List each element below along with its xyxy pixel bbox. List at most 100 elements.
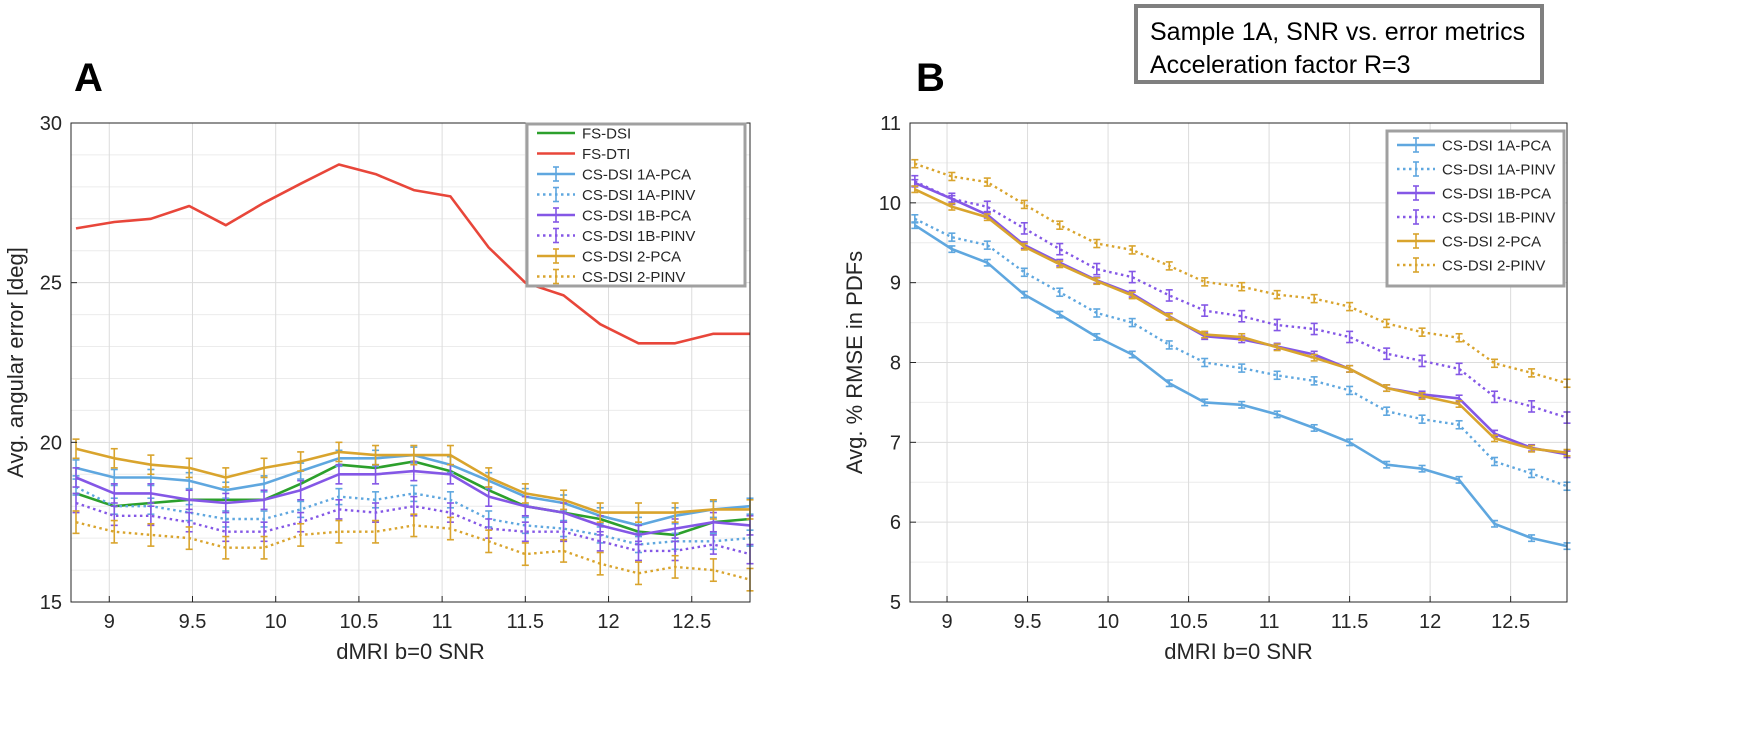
panel-a-errorbar <box>485 529 493 554</box>
panel-b-errorbar <box>1528 400 1536 413</box>
panel-b-errorbar <box>1128 350 1136 359</box>
panel-b-errorbar <box>1418 392 1426 401</box>
panel-b-legend: CS-DSI 1A-PCA CS-DSI 1A-PINV CS-DSI 1B-PCA… <box>1385 129 1566 288</box>
panel-b-errorbar <box>1201 357 1209 368</box>
panel-b-errorbar <box>1310 353 1318 362</box>
panel-a-legend-item: CS-DSI 2-PINV <box>537 268 685 286</box>
panel-a-legend-box <box>525 122 747 288</box>
panel-b-legend-item: CS-DSI 2-PINV <box>1397 257 1545 275</box>
panel-b-legend-label: CS-DSI 1A-PCA <box>1442 138 1551 155</box>
panel-b-errorbar <box>1491 434 1499 443</box>
panel-a-errorbar <box>147 522 155 547</box>
panel-b-label: B <box>916 56 945 100</box>
panel-b-xtick-label: 10 <box>1097 611 1119 633</box>
panel-a-errorbar <box>410 513 418 538</box>
panel-b-errorbar <box>948 171 956 182</box>
panel-a-errorbar <box>297 451 305 472</box>
panel-b-errorbar <box>1273 370 1281 381</box>
panel-b-errorbar <box>1455 419 1463 430</box>
panel-b-errorbar <box>1238 332 1246 341</box>
panel-b-errorbar <box>948 245 956 254</box>
panel-b-legend-item: CS-DSI 1B-PCA <box>1397 185 1551 203</box>
panel-a-errorbar <box>185 489 193 511</box>
panel-b-xtick-label: 12.5 <box>1491 611 1530 633</box>
panel-b-errorbar <box>1418 414 1426 424</box>
panel-b-errorbar <box>1128 317 1136 328</box>
panel-a-legend-item: CS-DSI 1B-PCA <box>537 207 691 225</box>
panel-a-errorbar <box>560 538 568 563</box>
panel-a-errorbar <box>335 441 343 463</box>
panel-a-legend-label: CS-DSI 1A-PINV <box>582 187 695 204</box>
panel-a-legend: FS-DSI FS-DTI CS-DSI 1A-PCA CS-DSI 1A-PINV C… <box>525 122 747 288</box>
panel-a-errorbar <box>335 499 343 520</box>
panel-b-ytick-label: 9 <box>890 273 901 295</box>
panel-b-chart: 9 9.5 10 10.5 11 11.5 12 12.5 5 6 7 8 9 10 11 dMRI b=0 … <box>842 113 1571 664</box>
panel-b-series-cs-dsi-1a-pca <box>911 221 1571 551</box>
panel-b-ytick-label: 8 <box>890 353 901 375</box>
panel-a-xtick-label: 10 <box>265 611 287 633</box>
panel-b-errorbar <box>1165 289 1173 302</box>
panel-b-errorbar <box>1418 354 1426 368</box>
panel-a-errorbar <box>185 526 193 551</box>
panel-b-errorbar <box>1273 410 1281 419</box>
panel-b-errorbar <box>1093 238 1101 249</box>
panel-b-errorbar <box>1165 340 1173 350</box>
panel-b-errorbar <box>1310 293 1318 304</box>
panel-b-ytick-label: 6 <box>890 512 901 534</box>
panel-a-errorbar <box>372 444 380 466</box>
panel-a-errorbar <box>110 447 118 469</box>
panel-b-series-cs-dsi-2-pca <box>911 185 1571 457</box>
panel-a-errorbar <box>147 454 155 476</box>
panel-b-errorbar <box>1128 291 1136 300</box>
panel-b-errorbar <box>948 202 956 211</box>
panel-a-legend-item: FS-DSI <box>537 126 631 143</box>
panel-b-errorbar <box>1310 423 1318 432</box>
panel-b-legend-item: CS-DSI 1B-PINV <box>1397 209 1555 227</box>
panel-a-errorbar <box>446 444 454 466</box>
panel-b-errorbar <box>1528 444 1536 453</box>
panel-b-errorbar <box>1455 475 1463 484</box>
panel-a-errorbar <box>634 561 642 586</box>
panel-a-legend-label: CS-DSI 2-PINV <box>582 269 685 286</box>
panel-a-legend-item: CS-DSI 1A-PINV <box>537 186 695 204</box>
panel-a-ytick-label: 25 <box>40 273 62 295</box>
panel-b-xtick-label: 11 <box>1259 611 1280 633</box>
panel-a-series-cs-dsi-2-pinv <box>72 510 754 592</box>
panel-b-xtick-label: 11.5 <box>1331 611 1368 633</box>
panel-b-errorbar <box>1528 468 1536 479</box>
panel-b-errorbar <box>1418 327 1426 337</box>
panel-b-errorbar <box>1056 310 1064 319</box>
panel-a-legend-label: FS-DSI <box>582 126 631 143</box>
panel-b-errorbar <box>983 240 991 250</box>
panel-a-errorbar <box>72 467 80 488</box>
panel-b-errorbar <box>1346 330 1354 344</box>
panel-a-series-cs-dsi-2-pca <box>72 438 754 523</box>
panel-b-errorbar <box>1383 384 1391 393</box>
panel-b-errorbar <box>948 232 956 242</box>
panel-b-xtick-label: 9 <box>941 611 952 633</box>
panel-a-errorbar <box>596 530 604 552</box>
panel-a-errorbar <box>485 467 493 488</box>
panel-a-errorbar <box>521 542 529 567</box>
panel-b-errorbar <box>1056 260 1064 269</box>
panel-b-legend-item: CS-DSI 2-PCA <box>1397 233 1541 251</box>
panel-b-errorbar <box>1383 460 1391 469</box>
panel-a-legend-item: CS-DSI 2-PCA <box>537 248 681 266</box>
panel-a-errorbar <box>222 535 230 560</box>
annotation-line-1: Sample 1A, SNR vs. error metrics <box>1150 18 1526 46</box>
panel-a-legend-label: CS-DSI 1B-PINV <box>582 228 695 245</box>
panel-b-errorbar <box>1383 347 1391 361</box>
panel-b-errorbar <box>1165 379 1173 388</box>
panel-a-errorbar <box>521 483 529 504</box>
panel-b-errorbar <box>1346 364 1354 373</box>
panel-b-errorbar <box>1455 362 1463 376</box>
panel-b-errorbar <box>1346 385 1354 396</box>
panel-b-errorbar <box>1273 343 1281 352</box>
panel-b-legend-item: CS-DSI 1A-PINV <box>1397 161 1555 179</box>
panel-b-legend-label: CS-DSI 2-PINV <box>1442 258 1545 275</box>
panel-a-errorbar <box>671 502 679 523</box>
panel-b-errorbar <box>1165 261 1173 271</box>
panel-a-errorbar <box>335 463 343 485</box>
panel-b-errorbar <box>1528 368 1536 378</box>
panel-b-errorbar <box>1455 400 1463 409</box>
